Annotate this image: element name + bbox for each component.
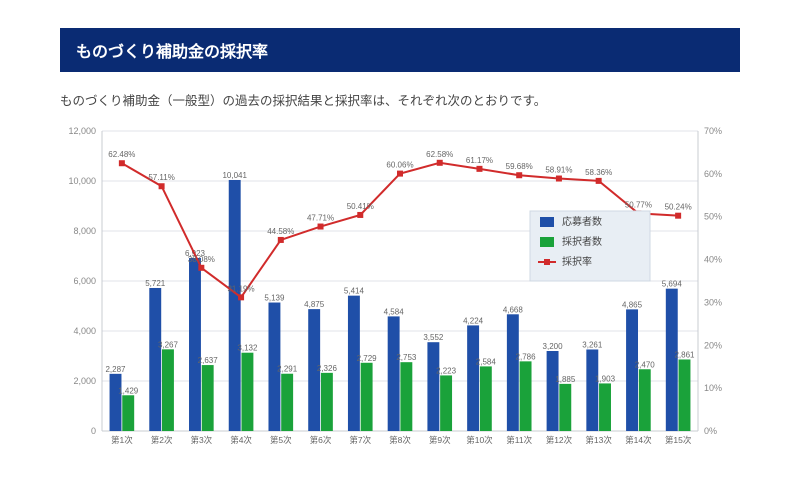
svg-text:4,875: 4,875 [304,300,325,309]
svg-text:2,584: 2,584 [476,357,497,366]
svg-text:3,552: 3,552 [423,333,444,342]
svg-text:採択率: 採択率 [562,255,592,268]
svg-text:第12次: 第12次 [546,435,573,445]
svg-text:70%: 70% [704,126,722,136]
svg-text:31.19%: 31.19% [227,284,254,293]
svg-text:3,200: 3,200 [543,342,564,351]
svg-text:第2次: 第2次 [151,435,173,445]
adoption-chart: 0 2,000 4,000 6,000 8,000 10,000 12,000 0% 10% 20… [60,121,740,466]
svg-text:2,637: 2,637 [198,356,219,365]
svg-text:47.71%: 47.71% [307,214,334,223]
svg-text:第3次: 第3次 [190,435,212,445]
svg-text:5,414: 5,414 [344,287,365,296]
svg-text:3,132: 3,132 [237,344,258,353]
svg-text:61.17%: 61.17% [466,156,493,165]
svg-text:62.58%: 62.58% [426,150,453,159]
svg-text:第15次: 第15次 [665,435,692,445]
svg-text:第9次: 第9次 [429,435,451,445]
svg-text:4,000: 4,000 [73,326,96,336]
svg-text:38.08%: 38.08% [188,255,215,264]
svg-text:5,139: 5,139 [264,294,285,303]
svg-text:第6次: 第6次 [310,435,332,445]
svg-text:50.41%: 50.41% [347,202,374,211]
svg-text:第7次: 第7次 [349,435,371,445]
svg-text:3,261: 3,261 [582,340,603,349]
svg-text:57.11%: 57.11% [148,173,175,182]
svg-text:40%: 40% [704,255,722,265]
svg-text:4,865: 4,865 [622,300,643,309]
svg-text:第5次: 第5次 [270,435,292,445]
svg-text:4,224: 4,224 [463,316,484,325]
svg-text:10,041: 10,041 [222,171,247,180]
svg-text:60%: 60% [704,169,722,179]
svg-text:2,326: 2,326 [317,364,338,373]
svg-text:第13次: 第13次 [585,435,612,445]
svg-text:2,291: 2,291 [277,365,298,374]
svg-text:3,267: 3,267 [158,340,179,349]
svg-text:59.68%: 59.68% [506,162,533,171]
svg-text:5,694: 5,694 [662,280,683,289]
svg-text:50.77%: 50.77% [625,200,652,209]
svg-text:5,721: 5,721 [145,279,166,288]
svg-text:1,903: 1,903 [595,374,616,383]
svg-text:62.48%: 62.48% [108,150,135,159]
svg-text:58.36%: 58.36% [585,168,612,177]
svg-text:10,000: 10,000 [68,176,96,186]
svg-text:50.24%: 50.24% [665,203,692,212]
svg-text:2,223: 2,223 [436,366,457,375]
page-title: ものづくり補助金の採択率 [60,28,740,72]
svg-text:第11次: 第11次 [506,435,532,445]
svg-text:1,885: 1,885 [555,375,576,384]
svg-text:2,287: 2,287 [105,365,126,374]
svg-text:4,668: 4,668 [503,305,524,314]
svg-text:12,000: 12,000 [68,126,96,136]
svg-text:8,000: 8,000 [73,226,96,236]
svg-text:第8次: 第8次 [389,435,411,445]
svg-text:58.91%: 58.91% [545,166,572,175]
svg-text:応募者数: 応募者数 [562,215,602,228]
svg-text:2,786: 2,786 [516,352,537,361]
svg-text:第1次: 第1次 [111,435,133,445]
svg-text:採択者数: 採択者数 [562,235,602,248]
svg-text:2,729: 2,729 [357,354,378,363]
svg-text:0%: 0% [704,426,717,436]
svg-text:2,000: 2,000 [73,376,96,386]
svg-text:20%: 20% [704,340,722,350]
svg-text:2,470: 2,470 [635,360,656,369]
svg-text:4,584: 4,584 [384,307,405,316]
svg-text:10%: 10% [704,383,722,393]
svg-text:30%: 30% [704,297,722,307]
svg-text:0: 0 [91,426,96,436]
svg-text:2,861: 2,861 [674,350,695,359]
svg-text:50%: 50% [704,212,722,222]
svg-text:1,429: 1,429 [118,386,139,395]
svg-text:6,000: 6,000 [73,276,96,286]
svg-text:44.58%: 44.58% [267,227,294,236]
svg-text:60.06%: 60.06% [386,161,413,170]
svg-text:第14次: 第14次 [625,435,652,445]
svg-text:第4次: 第4次 [230,435,252,445]
svg-text:2,753: 2,753 [396,353,417,362]
page-subtitle: ものづくり補助金（一般型）の過去の採択結果と採択率は、それぞれ次のとおりです。 [60,90,740,109]
svg-text:第10次: 第10次 [466,435,493,445]
